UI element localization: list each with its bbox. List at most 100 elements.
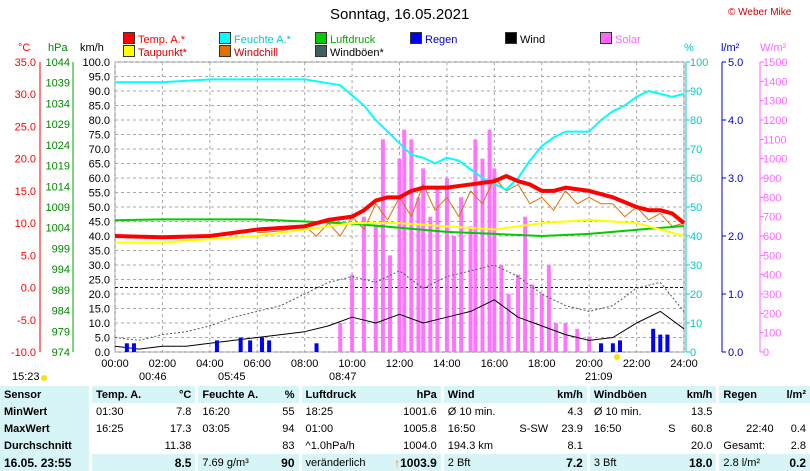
avg-label: Durchschnitt	[0, 437, 91, 454]
rain-tick-label: 5.0	[728, 57, 743, 69]
solar-bar	[435, 187, 440, 352]
sunrise-time: 05:45	[218, 371, 246, 383]
legend-solar[interactable]: Solar	[600, 32, 641, 47]
wind-tick-label: 90.0	[89, 86, 110, 98]
rain-tick-label: 3.0	[728, 173, 743, 185]
solar-bar	[452, 236, 457, 352]
legend-label: Temp. A.*	[138, 34, 186, 46]
solar-bar	[402, 129, 407, 352]
hum-unit: %	[284, 388, 295, 401]
wind-axis-unit: km/h	[80, 42, 104, 54]
wind-tick-label: 85.0	[89, 101, 110, 113]
solar-bar	[587, 336, 592, 352]
rain-bar	[314, 343, 319, 352]
wind-tick-label: 5.0	[95, 333, 110, 345]
rain-bar	[267, 340, 272, 352]
legend-windchill[interactable]: Windchill	[219, 45, 278, 60]
solar-bar	[575, 328, 580, 352]
series-line-feuchte-a-	[115, 78, 685, 191]
legend-wind[interactable]: Wind	[505, 32, 545, 47]
legend-humidity[interactable]: Feuchte A.*	[219, 32, 291, 47]
temp-current: 8.5	[174, 455, 192, 470]
wind-tick-label: 25.0	[89, 275, 110, 287]
solar-bar	[473, 139, 478, 352]
humidity-tick-label: 70	[690, 144, 702, 156]
x-tick-label: 16:00	[481, 358, 509, 370]
legend-pressure[interactable]: Luftdruck	[315, 32, 375, 47]
legend-rain[interactable]: Regen	[410, 32, 457, 47]
legend-label: Taupunkt*	[138, 47, 187, 59]
solar-tick-label: 1000	[763, 154, 787, 166]
temp-header: Temp. A.	[88, 386, 155, 403]
humidity-tick-label: 80	[690, 115, 702, 127]
wind-tick-label: 45.0	[89, 217, 110, 229]
rain-max-time: 22:40	[716, 420, 778, 437]
temp-tick-label: 0.0	[21, 283, 36, 295]
legend-label: Windchill	[234, 47, 279, 59]
rain-bar	[124, 343, 129, 352]
stats-row-max: MaxWert 16:25 17.3 03:05 94 01:00 1005.8…	[0, 420, 810, 437]
solar-bar	[480, 158, 485, 352]
wind-tick-label: 30.0	[89, 260, 110, 272]
legend-label: Wind	[520, 34, 546, 46]
gust-bft: 3 Bft	[586, 454, 662, 471]
gust-max-time: 16:50	[586, 420, 662, 437]
rain-current: 0.2	[789, 455, 806, 470]
solar-tick-label: 700	[763, 212, 781, 224]
rain-tick-label: 0.0	[728, 347, 743, 359]
rain-total-label: Gesamt:	[716, 437, 778, 454]
legend-label: Luftdruck	[330, 34, 376, 46]
rain-tick-label: 1.0	[728, 289, 743, 301]
pressure-tick-label: 1004	[46, 223, 70, 235]
press-min: 1001.6	[403, 405, 437, 418]
humidity-tick-label: 0	[690, 347, 696, 359]
press-max-time: 01:00	[298, 420, 382, 437]
pressure-tick-label: 979	[52, 326, 70, 338]
legend-label: Solar	[615, 34, 641, 46]
x-tick-label: 20:00	[575, 358, 603, 370]
legend-label: Feuchte A.*	[234, 34, 291, 46]
solar-bar	[350, 274, 355, 352]
legend-swatch	[219, 32, 231, 44]
solar-bar	[373, 226, 378, 352]
press-min-time: 18:25	[298, 403, 382, 420]
wind-tick-label: 80.0	[89, 115, 110, 127]
humidity-tick-label: 100	[690, 57, 708, 69]
legend-label: Windböen*	[330, 47, 384, 59]
rain-unit: l/m²	[786, 388, 806, 401]
solar-bar	[516, 274, 521, 352]
stats-header-row: Sensor Temp. A. °C Feuchte A. % Luftdruc…	[0, 386, 810, 403]
legend-dewpoint[interactable]: Taupunkt*	[123, 45, 187, 60]
wind-tick-label: 65.0	[89, 159, 110, 171]
hum-header: Feuchte A.	[195, 386, 274, 403]
humidity-axis-unit: %	[684, 42, 694, 54]
rain-axis-unit: l/m²	[721, 42, 740, 54]
legend-swatch	[600, 32, 612, 44]
gust-current: 18.0	[689, 455, 713, 470]
wind-avg10: 4.3	[567, 405, 583, 418]
daylight-duration: 15:23	[12, 371, 40, 383]
rain-tick-label: 4.0	[728, 115, 743, 127]
temp-tick-label: 35.0	[15, 57, 36, 69]
wind-current: 7.2	[566, 455, 583, 470]
credit-link[interactable]: © Weber Mike	[728, 7, 792, 18]
temp-tick-label: -5.0	[17, 315, 36, 327]
wind-bft: 2 Bft	[440, 454, 510, 471]
hum-current: 90	[281, 455, 295, 470]
legend-swatch	[315, 45, 327, 57]
sun-icon	[41, 375, 47, 381]
wind-tick-label: 75.0	[89, 130, 110, 142]
legend-temp[interactable]: Temp. A.*	[123, 32, 185, 47]
legend-gusts[interactable]: Windböen*	[315, 45, 384, 60]
wind-avg10-label: Ø 10 min.	[440, 403, 510, 420]
temp-tick-label: 15.0	[15, 186, 36, 198]
press-trend: ^1.0hPa/h	[298, 437, 382, 454]
press-unit: hPa	[416, 388, 437, 401]
solar-bar	[563, 323, 568, 352]
pressure-tick-label: 1024	[46, 140, 70, 152]
humidity-tick-label: 50	[690, 202, 702, 214]
legend-swatch	[123, 45, 135, 57]
solar-bar	[416, 197, 421, 352]
pressure-tick-label: 1029	[46, 119, 70, 131]
